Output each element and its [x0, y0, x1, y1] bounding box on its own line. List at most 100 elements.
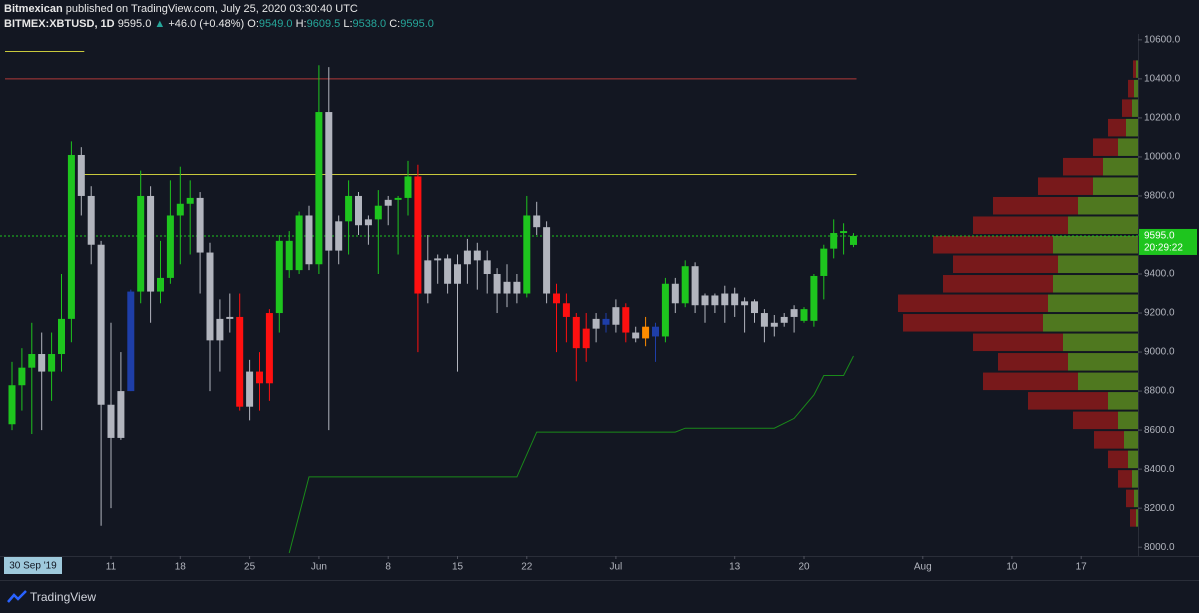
profile-sell: [1093, 138, 1118, 156]
profile-buy: [1053, 275, 1138, 293]
candle-body: [246, 371, 254, 407]
candle-body: [810, 275, 818, 321]
candle-body: [681, 266, 689, 304]
brand[interactable]: TradingView: [30, 590, 97, 604]
candle-body: [553, 293, 560, 304]
candle-body: [166, 215, 174, 278]
candle-body: [731, 293, 739, 306]
profile-buy: [1063, 333, 1138, 352]
candle-body: [582, 328, 590, 349]
candle-body: [137, 195, 145, 292]
candle-body: [67, 154, 75, 319]
candle-body: [572, 316, 580, 349]
candle-body: [770, 322, 778, 327]
profile-sell: [943, 275, 1053, 293]
candle-body: [87, 195, 95, 245]
candle-body: [721, 293, 729, 306]
candle-body: [77, 154, 85, 196]
profile-sell: [1038, 177, 1093, 195]
profile-sell: [1118, 470, 1132, 488]
y-tick-label: 8400.0: [1144, 464, 1175, 475]
x-tick-label: Jun: [311, 562, 327, 573]
profile-sell: [1122, 99, 1132, 117]
candle-body: [830, 233, 838, 249]
candle-body: [533, 215, 541, 228]
candle-body: [543, 227, 551, 294]
candle-body: [632, 332, 640, 339]
profile-sell: [1133, 60, 1136, 78]
candle-body: [285, 240, 293, 271]
candle-body: [275, 240, 283, 314]
candle-body: [147, 195, 155, 292]
candle-body: [513, 281, 521, 294]
candle-body: [206, 252, 214, 341]
y-tick-label: 9400.0: [1144, 269, 1175, 280]
symbol: BITMEX:XBTUSD, 1D: [4, 18, 115, 30]
x-tick-label: 13: [729, 562, 741, 573]
candle-body: [642, 326, 650, 339]
c-val: 9595.0: [400, 18, 434, 30]
candle-body: [107, 404, 115, 438]
y-tick-label: 8200.0: [1144, 503, 1175, 514]
candle-body: [483, 260, 491, 275]
logo[interactable]: [6, 588, 30, 608]
candle-body: [325, 112, 333, 251]
o-key: O:: [247, 18, 259, 30]
profile-buy: [1078, 372, 1138, 391]
change: +46.0 (+0.48%): [168, 18, 245, 30]
x-tick-label: 17: [1076, 562, 1088, 573]
candle-body: [384, 199, 392, 206]
candle-body: [562, 303, 570, 317]
candle-body: [622, 307, 630, 333]
y-tick-label: 9000.0: [1144, 347, 1175, 358]
y-tick-label: 9200.0: [1144, 308, 1175, 319]
profile-buy: [1124, 431, 1138, 449]
profile-sell: [1128, 79, 1134, 98]
profile-buy: [1103, 157, 1138, 176]
candle-body: [355, 195, 362, 226]
candle-body: [8, 385, 16, 425]
candle-body: [364, 219, 372, 226]
candle-body: [612, 307, 620, 325]
x-tick-label: 15: [452, 562, 464, 573]
candle-body: [691, 266, 699, 306]
countdown: 20:29:22: [1144, 243, 1183, 254]
x-tick-label: 22: [521, 562, 533, 573]
candle-body: [760, 313, 768, 327]
candle-body: [28, 354, 36, 368]
candle-body: [671, 283, 679, 304]
candle-body: [295, 215, 303, 271]
h-key: H:: [295, 18, 307, 30]
candle-body: [780, 316, 788, 323]
last: 9595.0: [117, 18, 152, 30]
y-tick-label: 10200.0: [1144, 113, 1181, 124]
x-tick-label: 8: [385, 562, 391, 573]
candle-body: [374, 205, 382, 220]
candle-body: [97, 244, 105, 405]
x-tick-label: 18: [175, 562, 187, 573]
candle-body: [711, 295, 719, 306]
profile-sell: [903, 314, 1043, 332]
footer: TradingView: [0, 580, 1199, 613]
candle-body: [48, 354, 56, 372]
chart: 30 Sep '19 8000.0 8200.0 8400.0 8600.0 8800.…: [0, 34, 1199, 574]
x-tick-label: 25: [244, 562, 256, 573]
candle-body: [265, 313, 273, 384]
c-key: C:: [389, 18, 401, 30]
candle-body: [226, 316, 234, 319]
profile-sell: [973, 333, 1063, 352]
profile-sell: [973, 216, 1068, 234]
y-tick-label: 10400.0: [1144, 74, 1181, 85]
x-tick-label: 10: [1006, 562, 1018, 573]
profile-sell: [1130, 509, 1136, 527]
profile-sell: [1094, 431, 1124, 449]
date-marker: 30 Sep '19: [9, 561, 57, 572]
profile-sell: [993, 196, 1078, 215]
candle-body: [38, 354, 46, 372]
candle-body: [523, 215, 531, 294]
candle-body: [127, 291, 135, 392]
candle-body: [196, 197, 204, 253]
profile-buy: [1118, 411, 1138, 430]
author: Bitmexican: [4, 3, 63, 15]
candle-body: [58, 318, 65, 355]
